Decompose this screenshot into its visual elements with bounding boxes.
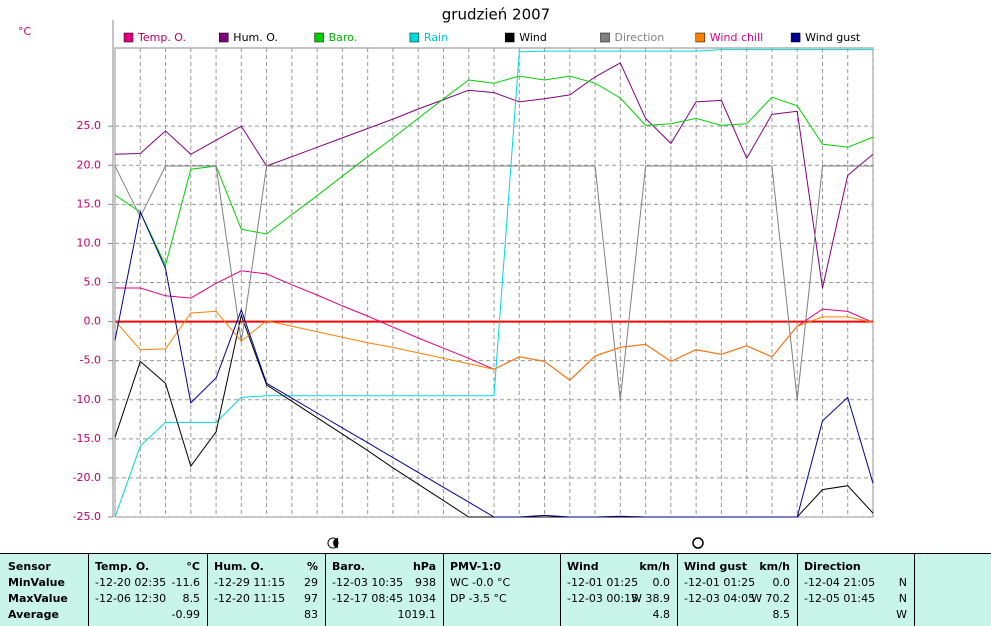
table-cell: 1019.1 [397, 608, 437, 621]
table-cell: -12-03 00:15 [567, 592, 639, 605]
table-column: Wind km/h -12-01 01:25 0.0 -12-03 00:15 W 38.… [560, 554, 678, 626]
table-cell: PMV-1:0 [450, 560, 501, 573]
table-cell: 29 [304, 576, 318, 589]
table-cell: DP -3.5 °C [450, 592, 507, 605]
table-cell: -12-01 01:25 [684, 576, 756, 589]
table-cell: W 70.2 [751, 592, 790, 605]
table-column: Baro. hPa -12-03 10:35 938 -12-17 08:45 1034 1… [325, 554, 444, 626]
legend-swatch [219, 32, 229, 43]
table-cell: -12-06 12:30 [95, 592, 167, 605]
table-column: Temp. O. °C -12-20 02:35 -11.6 -12-06 12:30 8… [88, 554, 208, 626]
table-cell: km/h [639, 560, 670, 573]
y-tick-label: 0.0 [84, 315, 102, 328]
table-cell: Average [8, 608, 59, 621]
y-tick-label: -25.0 [73, 510, 101, 523]
legend-swatch [790, 32, 801, 43]
y-tick-label: -15.0 [73, 432, 101, 445]
legend-swatch [600, 32, 610, 43]
table-cell: MinValue [8, 576, 65, 589]
legend-label: Rain [424, 31, 448, 44]
table-cell: -12-01 01:25 [567, 576, 639, 589]
table-cell: Temp. O. [95, 560, 150, 573]
legend-label: Wind chill [710, 31, 763, 44]
legend-label: Direction [615, 31, 665, 44]
table-cell: N [898, 592, 907, 605]
y-axis-label: °C [18, 25, 32, 38]
chart-title: grudzień 2007 [442, 6, 550, 24]
table-cell: km/h [759, 560, 790, 573]
y-tick-label: -20.0 [73, 471, 101, 484]
table-cell: 8.5 [772, 608, 791, 621]
y-tick-label: 10.0 [77, 236, 102, 249]
table-cell: -12-05 01:45 [804, 592, 876, 605]
table-column: Hum. O.% -12-29 11:15 29 -12-20 11:15 97 83 [207, 554, 326, 626]
table-cell: 83 [304, 608, 318, 621]
legend-label: Wind [519, 31, 547, 44]
table-cell: 0.0 [652, 576, 671, 589]
table-column: Direction -12-04 21:05 N -12-05 01:45 N W [797, 554, 915, 626]
table-cell: Wind gust [684, 560, 747, 573]
table-cell: -12-03 04:05 [684, 592, 756, 605]
row-labels: Sensor MinValue MaxValue Average [0, 554, 88, 626]
table-cell: -12-03 10:35 [332, 576, 404, 589]
table-cell: -12-20 02:35 [95, 576, 167, 589]
y-tick-label: 5.0 [84, 276, 102, 289]
table-cell: % [306, 560, 318, 573]
table-cell: -11.6 [171, 576, 200, 589]
table-column: Wind gust km/h -12-01 01:25 0.0 -12-03 04:05… [677, 554, 798, 626]
table-cell: WC -0.0 °C [450, 576, 511, 589]
table-cell: Direction [804, 560, 861, 573]
series-line [114, 310, 874, 381]
table-cell: Sensor [8, 560, 51, 573]
legend-swatch [123, 32, 134, 43]
table-cell: 1034 [408, 592, 436, 605]
y-tick-label: -10.0 [73, 393, 101, 406]
table-cell: hPa [412, 560, 436, 573]
legend-swatch [314, 32, 324, 43]
legend-swatch [695, 32, 706, 43]
table-cell: W 38.9 [631, 592, 670, 605]
table-cell: -0.99 [171, 608, 200, 621]
icon [333, 538, 338, 548]
icon [692, 537, 704, 549]
table-cell: 97 [304, 592, 318, 605]
table-cell: W [896, 608, 907, 621]
table-cell: °C [186, 560, 200, 573]
series-line [114, 49, 873, 518]
table-cell: -12-04 21:05 [804, 576, 876, 589]
y-tick-label: 20.0 [77, 158, 102, 171]
summary-table: Sensor MinValue MaxValue Average Temp. O. °C -… [0, 553, 991, 626]
legend-swatch [504, 32, 515, 43]
table-cell: Baro. [332, 560, 365, 573]
legend-label: Hum. O. [233, 31, 278, 44]
table-column: PMV-1:0 WC -0.0 °C DP -3.5 °C [443, 554, 561, 626]
legend-label: Baro. [329, 31, 358, 44]
table-cell: MaxValue [8, 592, 68, 605]
series-line [114, 62, 874, 289]
table-cell: -12-17 08:45 [332, 592, 404, 605]
legend-label: Temp. O. [137, 31, 186, 44]
legend-label: Wind gust [805, 31, 861, 44]
y-tick-label: 15.0 [77, 197, 102, 210]
table-cell: Hum. O. [214, 560, 264, 573]
table-cell: 4.8 [652, 608, 671, 621]
table-cell: 938 [415, 576, 436, 589]
legend-swatch [409, 32, 420, 43]
series-line [114, 210, 874, 518]
table-cell: 8.5 [182, 592, 201, 605]
table-cell: -12-20 11:15 [214, 592, 286, 605]
table-cell: N [898, 576, 907, 589]
y-tick-label: 25.0 [77, 119, 102, 132]
y-tick-label: -5.0 [80, 354, 101, 367]
table-cell: Wind [567, 560, 599, 573]
table-cell: 0.0 [772, 576, 791, 589]
series-line [114, 165, 873, 400]
chart: grudzień 2007 °C -25.0 -20.0 -15.0 -10.0 -5.… [18, 6, 874, 549]
table-cell: -12-29 11:15 [214, 576, 286, 589]
table-column [914, 554, 991, 626]
series-line [114, 75, 874, 267]
